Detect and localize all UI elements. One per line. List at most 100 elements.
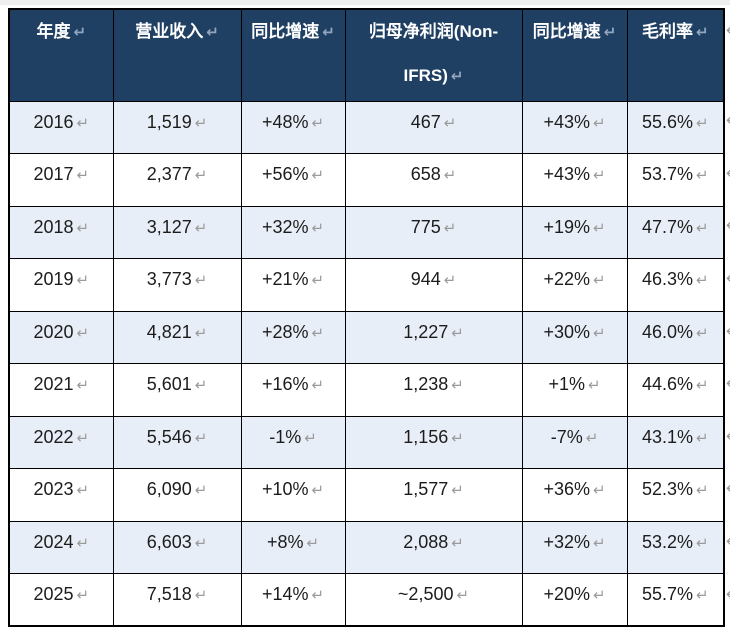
paragraph-mark-icon: ↵: [76, 272, 90, 289]
cell-profit-growth: +32% ↵: [521, 520, 628, 574]
cell-value: +14%: [261, 584, 309, 604]
cell-value: 467: [410, 111, 441, 132]
cell-revenue-growth: +14% ↵: [240, 573, 346, 627]
paragraph-mark-icon: ↵: [695, 482, 709, 499]
cell-value: 2022: [33, 426, 74, 447]
cell-profit-growth: +20% ↵: [521, 573, 628, 627]
table-row-2016: 2016 ↵ 1,519 ↵ +48% ↵ 467 ↵ +43% ↵ 55.6% ↵: [8, 100, 725, 154]
cell-value: 55.7%: [641, 584, 693, 604]
header-cell-year: 年度 ↵: [8, 8, 114, 102]
cell-value: 5,601: [146, 374, 192, 394]
paragraph-mark-icon: ↵: [451, 482, 464, 499]
cell-net-profit: 944 ↵: [344, 258, 523, 312]
cell-year: 2016 ↵: [8, 100, 114, 154]
row-end-mark-icon: ↵: [726, 428, 730, 446]
cell-value: +20%: [543, 584, 590, 604]
cell-year: 2024 ↵: [8, 520, 114, 574]
cell-revenue-growth: -1% ↵: [240, 415, 346, 469]
cell-value: +19%: [543, 216, 590, 237]
cell-value: 43.1%: [641, 426, 693, 447]
cell-net-profit: 1,577 ↵: [344, 468, 523, 522]
paragraph-mark-icon: ↵: [76, 114, 90, 132]
table-row-2024: 2024 ↵ 6,603 ↵ +8% ↵ 2,088 ↵ +32% ↵ 53.2% ↵: [8, 520, 725, 574]
paragraph-mark-icon: ↵: [76, 482, 90, 499]
cell-net-profit: 1,238 ↵: [344, 363, 523, 417]
paragraph-mark-icon: ↵: [206, 24, 219, 41]
paragraph-mark-icon: ↵: [311, 377, 325, 394]
paragraph-mark-icon: ↵: [76, 219, 90, 237]
cell-gross-margin: 46.0% ↵: [626, 310, 725, 364]
row-end-mark-icon: ↵: [726, 533, 730, 551]
paragraph-mark-icon: ↵: [456, 587, 470, 604]
cell-value: 1,238: [403, 374, 449, 394]
cell-value: +43%: [543, 111, 590, 132]
paragraph-mark-icon: ↵: [194, 482, 208, 499]
cell-revenue: 3,127 ↵: [112, 205, 242, 259]
paragraph-mark-icon: ↵: [76, 324, 90, 342]
cell-value: 2018: [33, 216, 74, 237]
cell-value: 6,603: [146, 531, 192, 552]
cell-value: 2024: [33, 531, 74, 552]
paragraph-mark-icon: ↵: [592, 114, 606, 132]
cell-value: 775: [410, 216, 441, 237]
table-row-2019: 2019 ↵ 3,773 ↵ +21% ↵ 944 ↵ +22% ↵ 46.3% ↵: [8, 258, 725, 312]
row-end-mark-icon: ↵: [726, 217, 730, 235]
cell-year: 2023 ↵: [8, 468, 114, 522]
paragraph-mark-icon: ↵: [304, 429, 317, 447]
cell-value: 2,088: [403, 531, 449, 552]
row-end-mark-icon: ↵: [726, 270, 730, 288]
cell-revenue-growth: +48% ↵: [240, 100, 346, 154]
cell-value: 53.2%: [641, 531, 693, 552]
paragraph-mark-icon: ↵: [76, 167, 90, 184]
table-body: 2016 ↵ 1,519 ↵ +48% ↵ 467 ↵ +43% ↵ 55.6% ↵ 201…: [8, 100, 725, 627]
paragraph-mark-icon: ↵: [194, 377, 208, 394]
paragraph-mark-icon: ↵: [587, 377, 601, 394]
cell-revenue: 5,601 ↵: [112, 363, 242, 417]
cell-revenue-growth: +21% ↵: [240, 258, 346, 312]
cell-value: 47.7%: [641, 216, 693, 237]
cell-revenue: 1,519 ↵: [112, 100, 242, 154]
cell-revenue-growth: +32% ↵: [240, 205, 346, 259]
paragraph-mark-icon: ↵: [311, 219, 325, 237]
paragraph-mark-icon: ↵: [592, 272, 606, 289]
cell-revenue-growth: +10% ↵: [240, 468, 346, 522]
cell-value: +21%: [261, 269, 309, 289]
paragraph-mark-icon: ↵: [695, 377, 709, 394]
paragraph-mark-icon: ↵: [695, 534, 709, 552]
paragraph-mark-icon: ↵: [695, 324, 709, 342]
cell-year: 2025 ↵: [8, 573, 114, 627]
cell-value: ~2,500: [397, 584, 454, 604]
row-end-mark-icon: ↵: [726, 22, 730, 40]
paragraph-mark-icon: ↵: [592, 587, 606, 604]
cell-net-profit: 658 ↵: [344, 153, 523, 207]
cell-profit-growth: +43% ↵: [521, 100, 628, 154]
paragraph-mark-icon: ↵: [194, 114, 208, 132]
paragraph-mark-icon: ↵: [695, 429, 709, 447]
cell-value: 2025: [33, 584, 74, 604]
paragraph-mark-icon: ↵: [194, 219, 208, 237]
cell-year: 2017 ↵: [8, 153, 114, 207]
paragraph-mark-icon: ↵: [592, 534, 606, 552]
row-end-mark-icon: ↵: [726, 480, 730, 498]
row-end-mark-icon: ↵: [726, 165, 730, 183]
cell-revenue: 5,546 ↵: [112, 415, 242, 469]
cell-value: 44.6%: [641, 374, 693, 394]
cell-value: 55.6%: [641, 111, 693, 132]
cell-value: 53.7%: [641, 164, 693, 184]
cell-value: 2019: [33, 269, 74, 289]
row-end-mark-icon: ↵: [726, 375, 730, 393]
header-label-gross-margin: 毛利率: [641, 22, 693, 41]
cell-value: +32%: [543, 531, 590, 552]
table-header: 年度 ↵ 营业收入 ↵ 同比增速 ↵ 归母净利润(Non- IFRS) ↵ 同比增速 ↵ …: [8, 8, 725, 102]
paragraph-mark-icon: ↵: [592, 219, 606, 237]
paragraph-mark-icon: ↵: [194, 167, 208, 184]
cell-net-profit: 1,227 ↵: [344, 310, 523, 364]
header-cell-net-profit: 归母净利润(Non- IFRS) ↵: [344, 8, 523, 102]
cell-value: 7,518: [146, 584, 192, 604]
cell-gross-margin: 55.6% ↵: [626, 100, 725, 154]
paragraph-mark-icon: ↵: [76, 587, 90, 604]
paragraph-mark-icon: ↵: [695, 587, 709, 604]
paragraph-mark-icon: ↵: [695, 219, 709, 237]
paragraph-mark-icon: ↵: [443, 114, 457, 132]
cell-revenue: 7,518 ↵: [112, 573, 242, 627]
